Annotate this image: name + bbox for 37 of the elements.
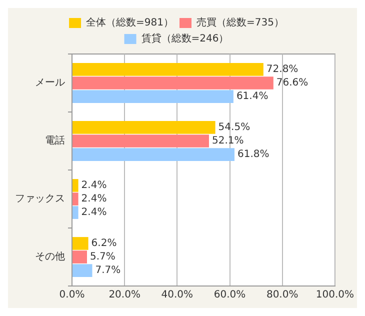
bar (72, 206, 78, 219)
data-label: 72.8% (266, 64, 298, 76)
y-tick-label: ファックス (15, 194, 65, 205)
y-tick-label: メール (35, 78, 65, 89)
data-label: 61.8% (237, 149, 270, 160)
data-label: 2.4% (81, 194, 107, 205)
data-label: 2.4% (81, 207, 107, 218)
x-tick-label: 40.0% (161, 290, 194, 301)
legend-label: 全体（総数=981） (86, 16, 174, 29)
data-label: 52.1% (212, 136, 244, 147)
bar (72, 121, 216, 134)
bar (72, 237, 88, 250)
legend-label: 賃貸（総数=246） (141, 32, 229, 45)
bar (72, 250, 87, 264)
bar (72, 134, 209, 148)
bar (72, 179, 78, 192)
data-label: 76.6% (276, 78, 308, 89)
legend-label: 売買（総数=735） (196, 16, 284, 29)
y-tick-label: その他 (35, 250, 65, 263)
bar (72, 148, 234, 161)
y-tick-label: 電話 (45, 134, 65, 147)
data-label: 7.7% (95, 265, 121, 276)
x-tick-label: 20.0% (108, 290, 140, 301)
data-label: 54.5% (218, 122, 250, 134)
bar (72, 90, 234, 103)
x-tick-label: 80.0% (266, 290, 298, 301)
data-label: 5.7% (90, 252, 116, 263)
bar (72, 63, 264, 76)
bar (72, 264, 92, 277)
x-tick-label: 0.0% (59, 290, 85, 301)
data-label: 6.2% (91, 238, 117, 250)
data-label: 61.4% (236, 91, 268, 102)
x-tick-label: 100.0% (316, 290, 354, 301)
bar (72, 76, 274, 90)
data-label: 2.4% (81, 180, 107, 192)
x-tick-label: 60.0% (214, 290, 246, 301)
bar (72, 192, 78, 206)
